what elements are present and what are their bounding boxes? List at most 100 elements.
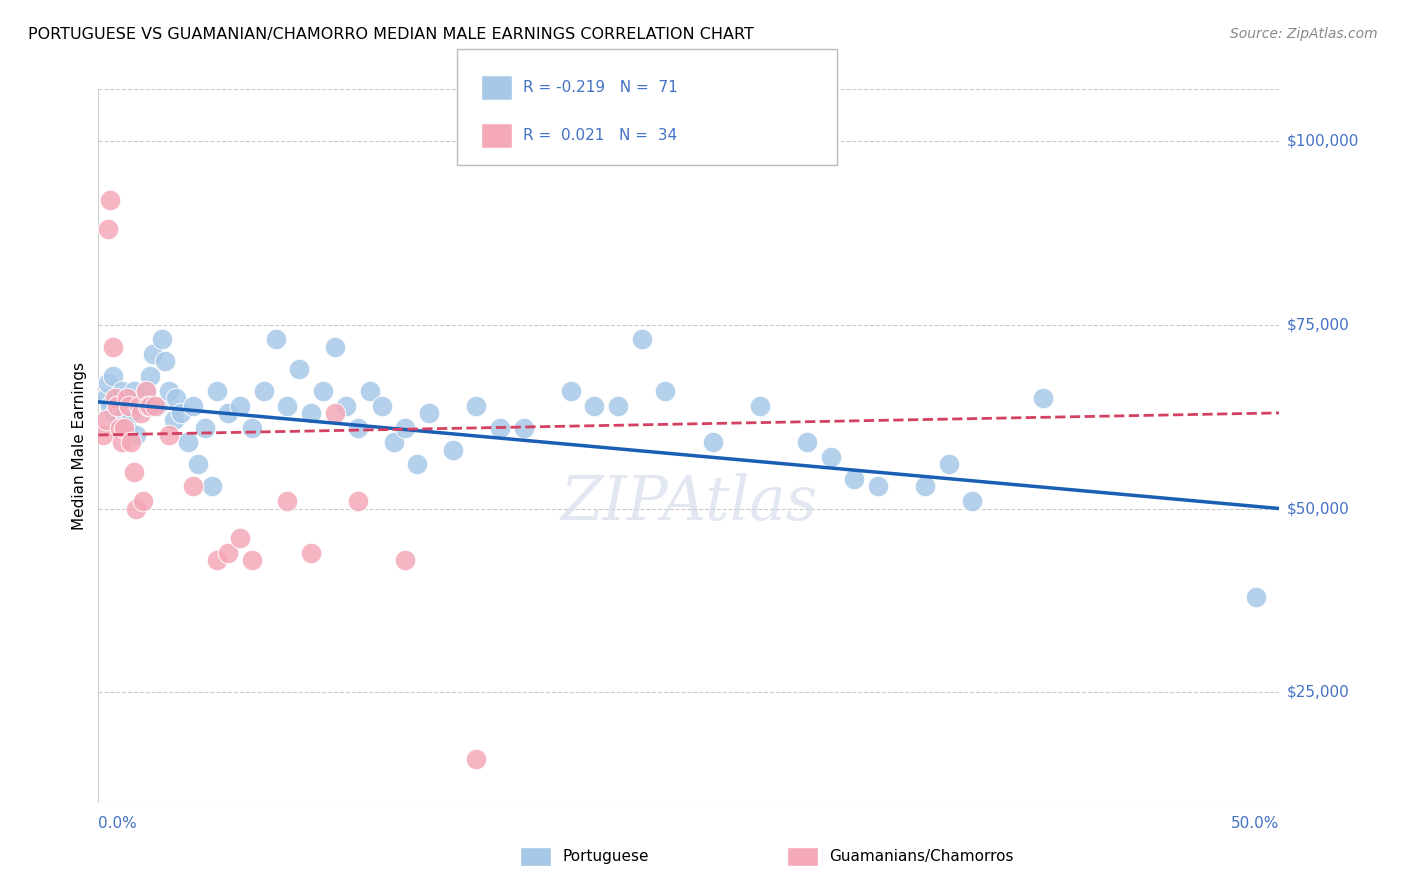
Point xyxy=(125,428,148,442)
Point xyxy=(217,546,239,560)
Point xyxy=(170,406,193,420)
Point xyxy=(240,420,263,434)
Point xyxy=(217,406,239,420)
Point xyxy=(371,399,394,413)
Point xyxy=(205,553,228,567)
Point xyxy=(323,406,346,420)
Point xyxy=(181,399,204,413)
Point xyxy=(101,369,124,384)
Point xyxy=(702,435,724,450)
Point xyxy=(264,332,287,346)
Point xyxy=(560,384,582,398)
Point xyxy=(796,435,818,450)
Point xyxy=(820,450,842,464)
Point xyxy=(98,193,121,207)
Point xyxy=(194,420,217,434)
Point xyxy=(91,428,114,442)
Point xyxy=(844,472,866,486)
Point xyxy=(288,361,311,376)
Point xyxy=(101,340,124,354)
Point xyxy=(153,354,176,368)
Point xyxy=(394,420,416,434)
Point xyxy=(583,399,606,413)
Point xyxy=(108,420,131,434)
Point xyxy=(654,384,676,398)
Point xyxy=(128,399,150,413)
Point xyxy=(143,399,166,413)
Point xyxy=(111,435,134,450)
Point xyxy=(142,347,165,361)
Point xyxy=(938,458,960,472)
Point xyxy=(299,406,322,420)
Point xyxy=(157,428,180,442)
Text: Source: ZipAtlas.com: Source: ZipAtlas.com xyxy=(1230,27,1378,41)
Point xyxy=(104,406,127,420)
Point xyxy=(163,413,186,427)
Point xyxy=(98,399,121,413)
Point xyxy=(122,384,145,398)
Point xyxy=(97,376,120,391)
Point xyxy=(94,391,117,405)
Point xyxy=(118,391,141,405)
Text: $50,000: $50,000 xyxy=(1286,501,1350,516)
Point xyxy=(135,384,157,398)
Text: $75,000: $75,000 xyxy=(1286,318,1350,332)
Point xyxy=(121,435,143,450)
Point xyxy=(105,399,128,413)
Point xyxy=(150,332,173,346)
Point xyxy=(111,384,134,398)
Text: R = -0.219   N =  71: R = -0.219 N = 71 xyxy=(523,79,678,95)
Point xyxy=(118,399,141,413)
Point xyxy=(418,406,440,420)
Point xyxy=(276,494,298,508)
Point xyxy=(962,494,984,508)
Point xyxy=(135,384,157,398)
Text: ZIPAtlas: ZIPAtlas xyxy=(561,473,817,533)
Point xyxy=(111,399,134,413)
Point xyxy=(1032,391,1054,405)
Point xyxy=(335,399,357,413)
Text: $100,000: $100,000 xyxy=(1286,133,1358,148)
Point xyxy=(347,420,370,434)
Point xyxy=(312,384,335,398)
Point xyxy=(177,435,200,450)
Point xyxy=(276,399,298,413)
Point xyxy=(157,384,180,398)
Point xyxy=(139,369,162,384)
Point xyxy=(465,752,488,766)
Point xyxy=(112,420,135,434)
Point xyxy=(94,413,117,427)
Point xyxy=(229,531,252,545)
Point xyxy=(121,406,143,420)
Point xyxy=(406,458,429,472)
Point xyxy=(201,479,224,493)
Point xyxy=(205,384,228,398)
Point xyxy=(97,222,120,236)
Point xyxy=(115,420,138,434)
Point xyxy=(489,420,512,434)
Point xyxy=(512,420,534,434)
Point xyxy=(1244,590,1267,604)
Point xyxy=(866,479,889,493)
Point xyxy=(359,384,381,398)
Text: PORTUGUESE VS GUAMANIAN/CHAMORRO MEDIAN MALE EARNINGS CORRELATION CHART: PORTUGUESE VS GUAMANIAN/CHAMORRO MEDIAN … xyxy=(28,27,754,42)
Y-axis label: Median Male Earnings: Median Male Earnings xyxy=(72,362,87,530)
Point xyxy=(382,435,405,450)
Point xyxy=(122,465,145,479)
Point xyxy=(112,406,135,420)
Point xyxy=(229,399,252,413)
Point xyxy=(323,340,346,354)
Text: R =  0.021   N =  34: R = 0.021 N = 34 xyxy=(523,128,678,143)
Point xyxy=(136,399,159,413)
Point xyxy=(347,494,370,508)
Point xyxy=(240,553,263,567)
Text: Guamanians/Chamorros: Guamanians/Chamorros xyxy=(830,849,1014,863)
Point xyxy=(132,494,155,508)
Point xyxy=(146,399,169,413)
Text: Portuguese: Portuguese xyxy=(562,849,650,863)
Point xyxy=(165,391,187,405)
Text: $25,000: $25,000 xyxy=(1286,685,1350,700)
Point xyxy=(465,399,488,413)
Point xyxy=(299,546,322,560)
Point xyxy=(104,391,127,405)
